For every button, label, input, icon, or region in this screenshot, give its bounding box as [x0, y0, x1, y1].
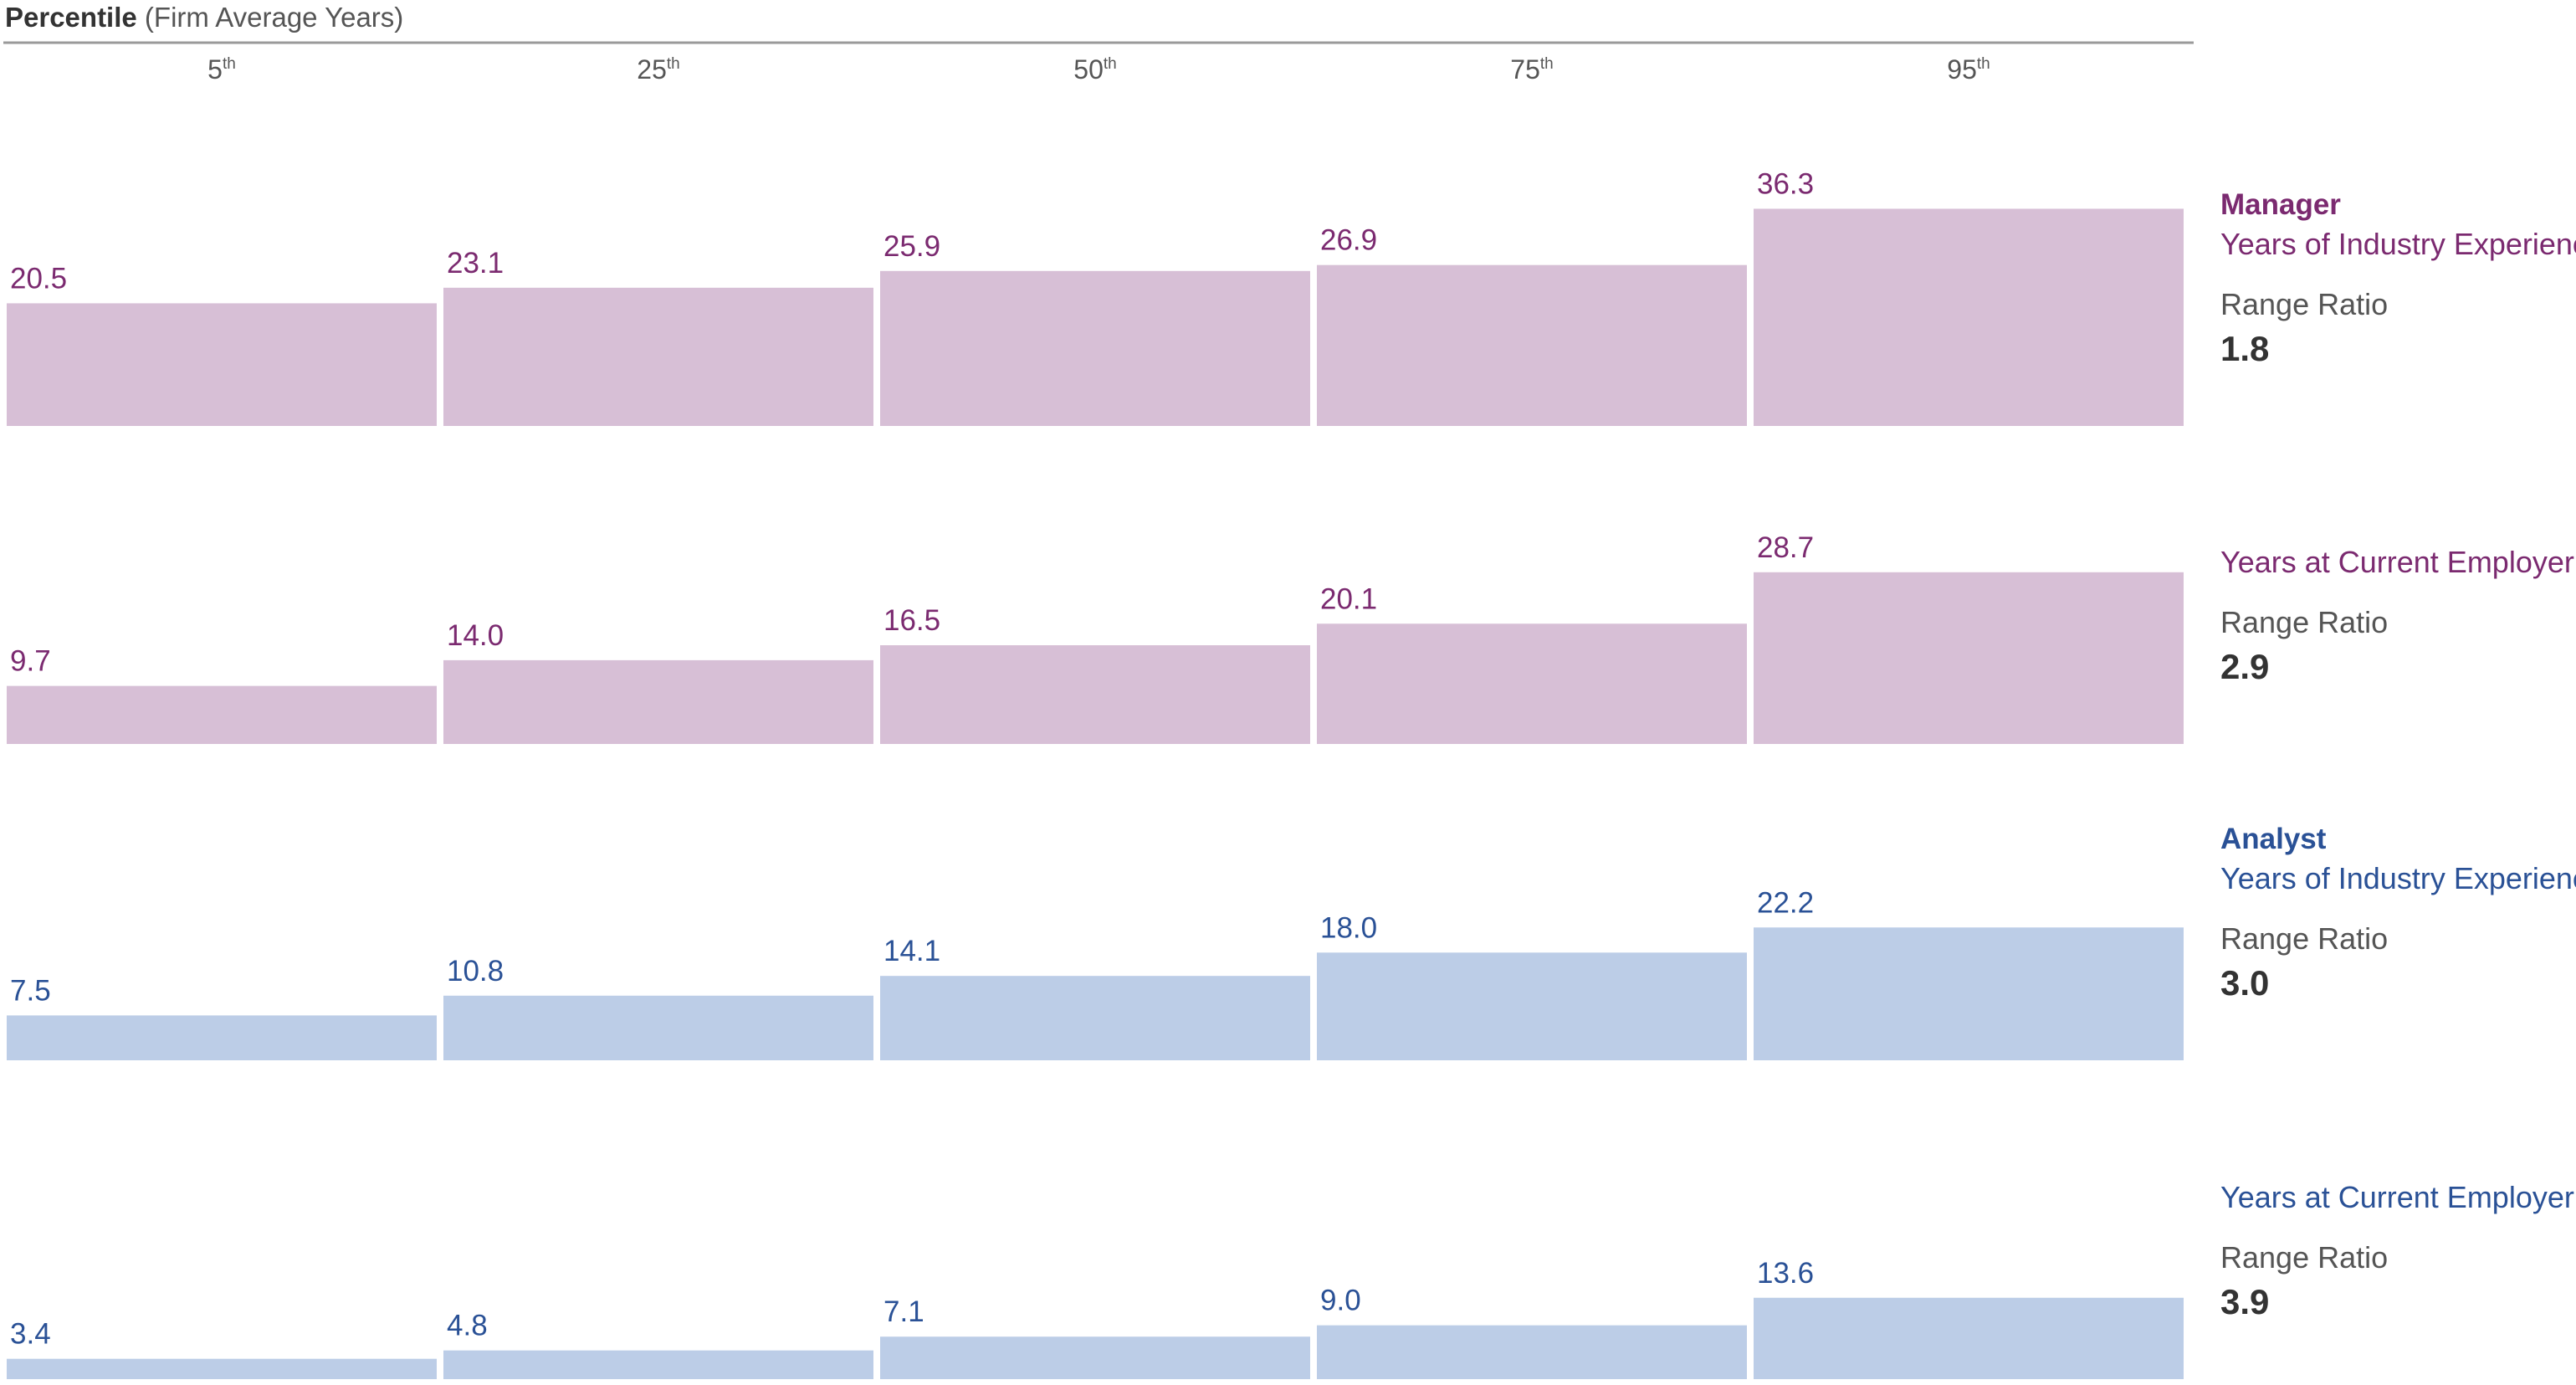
- bar-95th: [1754, 1297, 2184, 1379]
- bar-50th: [880, 1336, 1310, 1379]
- range-ratio-value: 3.9: [2220, 1282, 2269, 1321]
- percentile-header-number: 25: [637, 54, 667, 85]
- percentile-header-5: 5th: [207, 54, 236, 85]
- bar-75th: [1317, 952, 1747, 1060]
- panel-3: 7.5 10.8 14.1 18.0 22.2 Analyst Years of Indus…: [7, 823, 2576, 1060]
- bar-value-label: 13.6: [1757, 1257, 1814, 1290]
- bar-95th: [1754, 927, 2184, 1060]
- bar-value-label: 4.8: [447, 1310, 488, 1342]
- series-title: Years of Industry Experience: [2220, 227, 2576, 261]
- percentile-header-suffix: th: [667, 55, 680, 73]
- panel-2: 9.7 14.0 16.5 20.1 28.7 Years at Current Empl…: [7, 531, 2574, 744]
- range-ratio-label: Range Ratio: [2220, 605, 2388, 639]
- bar-50th: [880, 270, 1310, 426]
- range-ratio-label: Range Ratio: [2220, 1240, 2388, 1275]
- bar-value-label: 20.1: [1320, 582, 1377, 615]
- percentile-header-number: 75: [1510, 54, 1540, 85]
- percentile-header-suffix: th: [223, 55, 236, 73]
- bar-value-label: 23.1: [447, 247, 504, 280]
- bar-75th: [1317, 623, 1747, 744]
- percentile-headers: 5th 25th 50th 75th 95th: [207, 54, 1990, 85]
- bar-5th: [7, 1358, 437, 1379]
- range-ratio-label: Range Ratio: [2220, 921, 2388, 956]
- percentile-header-50: 50th: [1073, 54, 1116, 85]
- bar-value-label: 20.5: [10, 262, 67, 295]
- chart-title-bold: Percentile: [5, 2, 137, 33]
- bar-value-label: 25.9: [883, 230, 940, 263]
- bar-value-label: 22.2: [1757, 886, 1814, 919]
- bar-value-label: 14.1: [883, 935, 940, 967]
- series-title: Years of Industry Experience: [2220, 861, 2576, 895]
- panel-4: 3.4 4.8 7.1 9.0 13.6 Years at Current Employe…: [7, 1180, 2574, 1379]
- range-ratio-value: 2.9: [2220, 647, 2269, 686]
- range-ratio-value: 3.0: [2220, 963, 2269, 1003]
- bar-75th: [1317, 264, 1747, 426]
- bar-95th: [1754, 208, 2184, 426]
- range-ratio-value: 1.8: [2220, 329, 2269, 368]
- bar-value-label: 3.4: [10, 1318, 51, 1351]
- bar-5th: [7, 303, 437, 426]
- percentile-header-95: 95th: [1947, 54, 1990, 85]
- bar-25th: [443, 1350, 873, 1379]
- range-ratio-label: Range Ratio: [2220, 287, 2388, 321]
- bar-75th: [1317, 1325, 1747, 1379]
- percentile-header-number: 50: [1073, 54, 1104, 85]
- chart-panels: 20.5 23.1 25.9 26.9 36.3 Manager Years of Indu…: [7, 167, 2576, 1379]
- bar-value-label: 9.0: [1320, 1285, 1361, 1317]
- group-label: Analyst: [2220, 823, 2327, 855]
- bar-25th: [443, 659, 873, 744]
- bar-value-label: 16.5: [883, 604, 940, 637]
- bar-25th: [443, 995, 873, 1060]
- chart-title-rest: (Firm Average Years): [137, 2, 404, 33]
- bar-5th: [7, 1015, 437, 1060]
- bar-value-label: 10.8: [447, 955, 504, 987]
- series-title: Years at Current Employer: [2220, 545, 2574, 579]
- bar-50th: [880, 645, 1310, 744]
- bar-value-label: 28.7: [1757, 531, 1814, 564]
- bar-value-label: 9.7: [10, 645, 51, 678]
- percentile-header-suffix: th: [1977, 55, 1990, 73]
- group-label: Manager: [2220, 188, 2341, 221]
- bar-95th: [1754, 572, 2184, 744]
- percentile-header-75: 75th: [1510, 54, 1553, 85]
- bar-value-label: 26.9: [1320, 224, 1377, 257]
- bar-value-label: 7.1: [883, 1295, 924, 1328]
- series-title: Years at Current Employer: [2220, 1180, 2574, 1214]
- percentile-header-number: 95: [1947, 54, 1977, 85]
- bar-value-label: 18.0: [1320, 911, 1377, 944]
- bar-50th: [880, 976, 1310, 1060]
- bar-5th: [7, 685, 437, 744]
- bar-25th: [443, 287, 873, 426]
- percentile-header-25: 25th: [637, 54, 679, 85]
- bar-value-label: 14.0: [447, 619, 504, 652]
- chart-title: Percentile (Firm Average Years): [5, 2, 403, 33]
- bar-value-label: 7.5: [10, 974, 51, 1007]
- percentile-header-number: 5: [207, 54, 223, 85]
- panel-1: 20.5 23.1 25.9 26.9 36.3 Manager Years of Indu…: [7, 167, 2576, 426]
- bar-value-label: 36.3: [1757, 167, 1814, 200]
- percentile-header-suffix: th: [1104, 55, 1117, 73]
- percentile-header-suffix: th: [1540, 55, 1554, 73]
